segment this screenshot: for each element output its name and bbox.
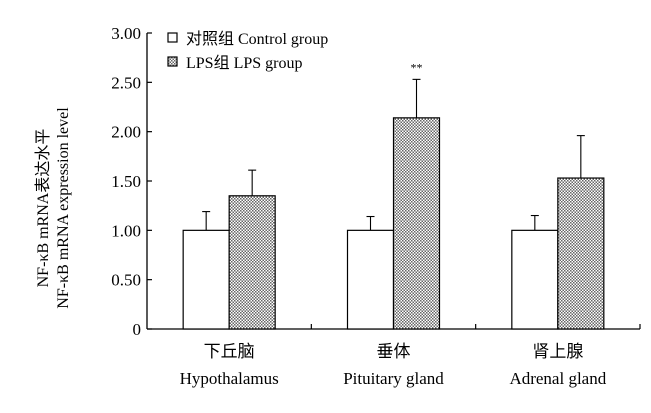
bar bbox=[392, 117, 441, 330]
y-axis-label-cn: NF-κB mRNA表达水平 bbox=[34, 129, 52, 288]
legend-swatch-lps bbox=[167, 56, 178, 67]
y-ticks: 0 0.50 1.00 1.50 2.00 2.50 3.00 bbox=[111, 24, 152, 339]
y-axis-title: NF-κB mRNA表达水平 NF-κB mRNA expression lev… bbox=[34, 107, 72, 309]
x-category-label-cn: 肾上腺 bbox=[532, 342, 583, 361]
legend-label-control: 对照组 Control group bbox=[186, 30, 328, 48]
bar bbox=[346, 229, 395, 330]
significance-annotation: ** bbox=[411, 60, 423, 74]
y-tick-label: 0.50 bbox=[111, 271, 141, 290]
x-category-label-en: Adrenal gland bbox=[509, 369, 606, 388]
y-tick-label: 2.50 bbox=[111, 73, 141, 92]
bar bbox=[182, 229, 230, 330]
y-tick-label: 1.50 bbox=[111, 172, 141, 191]
y-tick-label: 1.00 bbox=[111, 221, 141, 240]
bars: ** bbox=[182, 60, 605, 330]
y-tick-label: 3.00 bbox=[111, 24, 141, 43]
y-tick-label: 0 bbox=[133, 320, 142, 339]
bar bbox=[511, 229, 559, 330]
x-category-label-en: Hypothalamus bbox=[180, 369, 279, 388]
y-axis-label-en: NF-κB mRNA expression level bbox=[55, 107, 72, 309]
legend: 对照组 Control group LPS组 LPS group bbox=[167, 30, 328, 72]
bar bbox=[557, 177, 605, 330]
x-category-label-en: Pituitary gland bbox=[343, 369, 444, 388]
legend-swatch-control bbox=[167, 32, 178, 43]
x-category-label-cn: 垂体 bbox=[377, 342, 411, 361]
x-category-label-cn: 下丘脑 bbox=[204, 342, 255, 361]
y-tick-label: 2.00 bbox=[111, 123, 141, 142]
x-categories: 下丘脑 Hypothalamus 垂体 Pituitary gland 肾上腺 Adren… bbox=[180, 324, 641, 388]
legend-label-lps: LPS组 LPS group bbox=[186, 54, 302, 72]
bar bbox=[228, 195, 276, 330]
